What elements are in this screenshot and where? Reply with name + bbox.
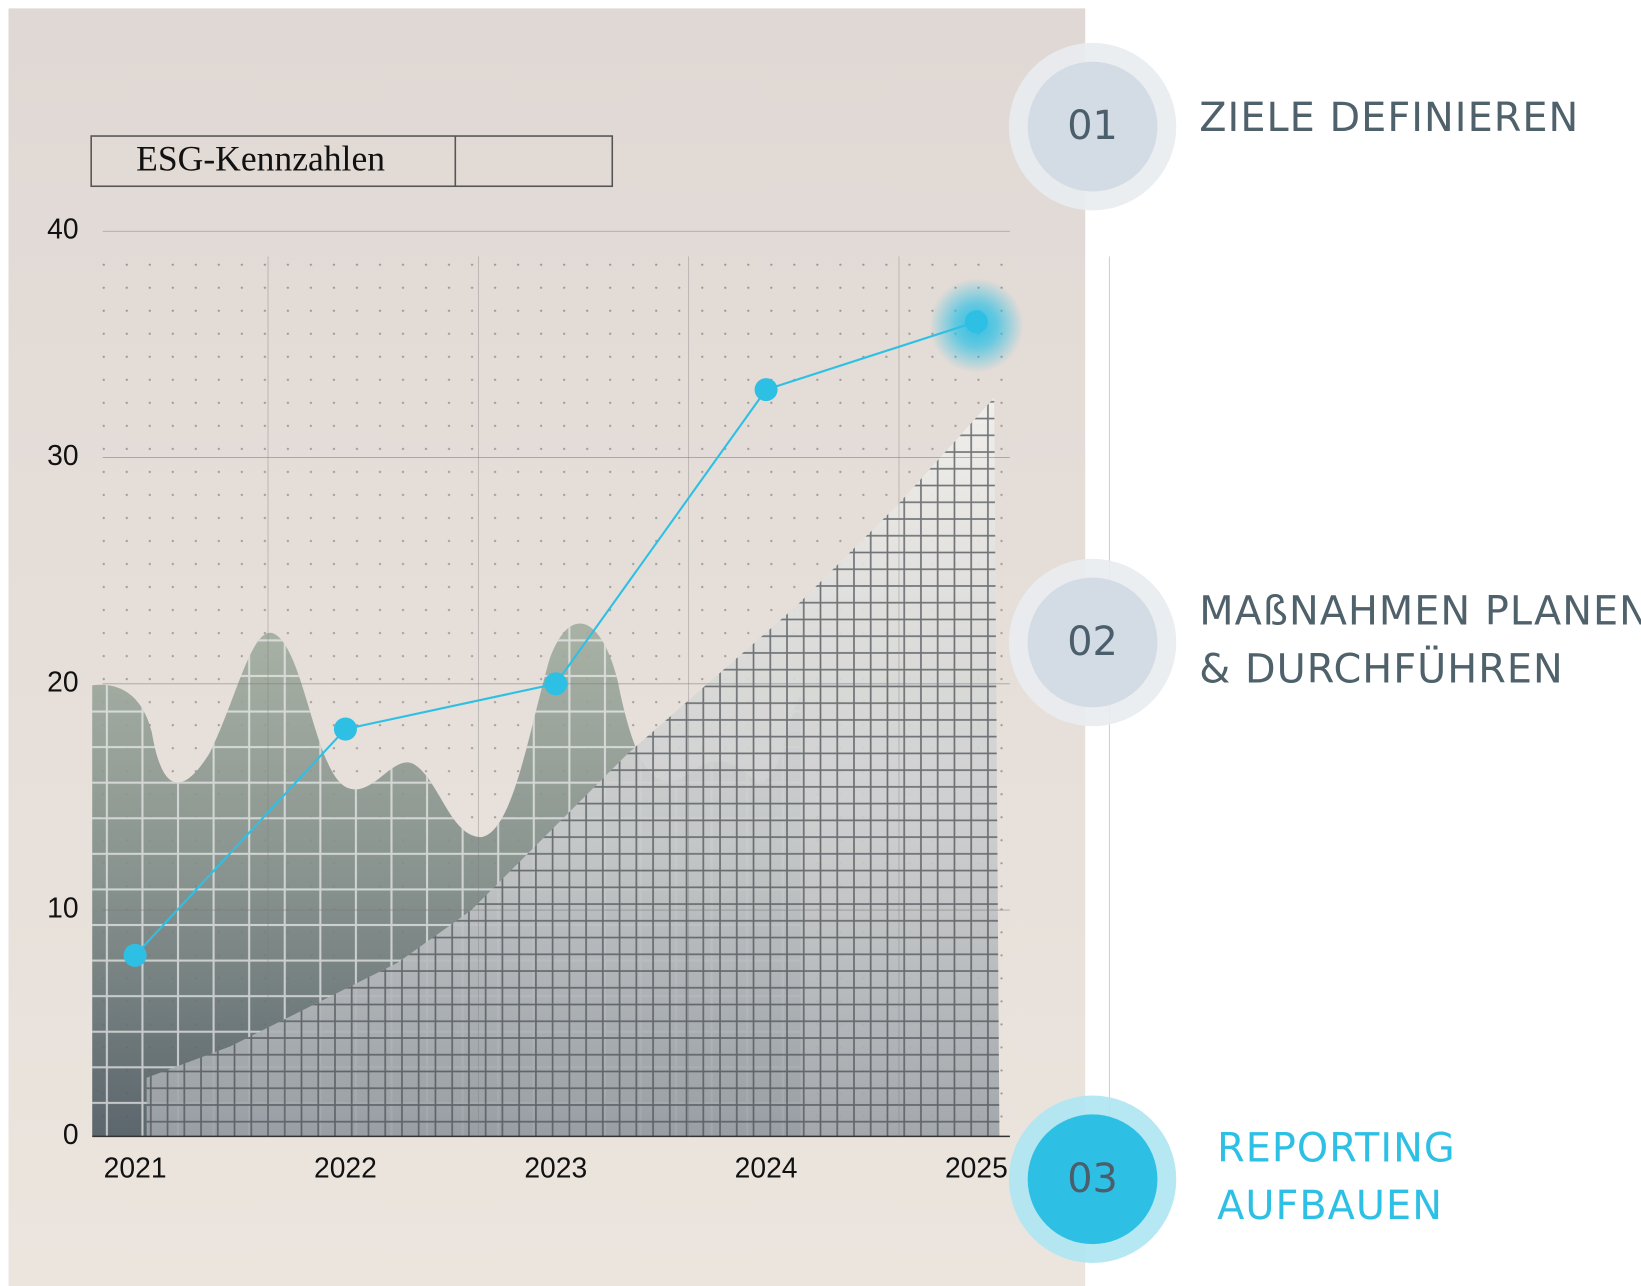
- step-circle: [1027, 1114, 1158, 1245]
- step-number: 02: [1067, 619, 1118, 665]
- data-point: [123, 943, 147, 967]
- step-label: ZIELE DEFINIEREN: [1199, 95, 1579, 141]
- step-label: AUFBAUEN: [1217, 1183, 1443, 1229]
- step-circle: [1027, 577, 1158, 708]
- x-tick-label: 2022: [314, 1151, 377, 1183]
- step-label: & DURCHFÜHREN: [1199, 646, 1564, 692]
- y-tick-label: 20: [47, 665, 78, 697]
- data-point: [754, 378, 778, 402]
- x-tick-label: 2021: [104, 1151, 167, 1183]
- chart-title: ESG-Kennzahlen: [136, 138, 385, 178]
- data-point: [333, 717, 357, 741]
- rising-area-grid: [146, 397, 1000, 1137]
- data-point: [544, 672, 568, 696]
- title-frame: [90, 135, 614, 188]
- step-number: 01: [1067, 103, 1118, 149]
- x-tick-label: 2023: [524, 1151, 587, 1183]
- step-number: 03: [1067, 1156, 1118, 1202]
- step-label: REPORTING: [1217, 1126, 1456, 1172]
- step-circle: [1027, 61, 1158, 192]
- y-tick-label: 0: [63, 1118, 79, 1150]
- y-tick-label: 30: [47, 439, 78, 471]
- y-tick-label: 10: [47, 892, 78, 924]
- step-label: MAßNAHMEN PLANEN: [1199, 589, 1641, 635]
- plot: 0 10 20 30 40 2021 2022 2023 2024 2025: [47, 213, 1110, 1183]
- title-box: ESG-Kennzahlen: [90, 135, 614, 188]
- x-tick-label: 2025: [945, 1151, 1008, 1183]
- y-tick-label: 40: [47, 213, 78, 245]
- data-point: [964, 310, 988, 334]
- steps: 01 ZIELE DEFINIEREN 02 MAßNAHMEN PLANEN & DU…: [1008, 42, 1641, 1263]
- x-tick-label: 2024: [735, 1151, 798, 1183]
